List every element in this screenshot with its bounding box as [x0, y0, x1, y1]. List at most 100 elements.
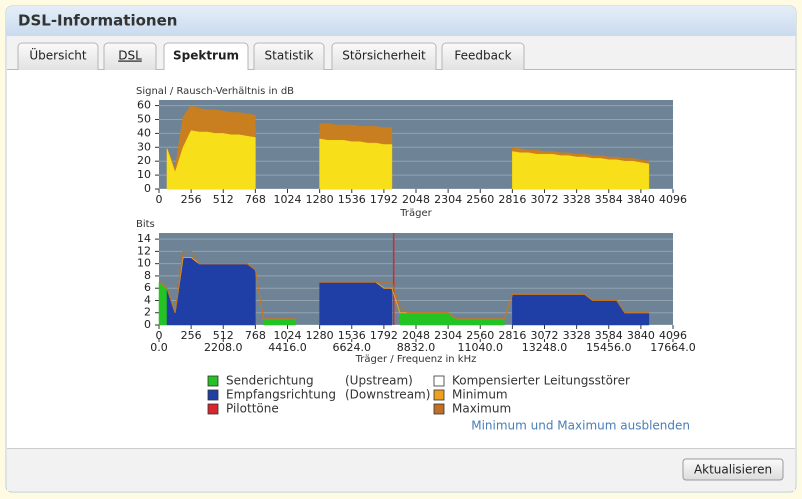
- tab-label[interactable]: Störsicherheit: [342, 49, 426, 63]
- legend-label: Senderichtung: [226, 374, 314, 388]
- x-tick-label: 3328: [563, 193, 591, 206]
- tab[interactable]: [103, 42, 157, 70]
- legend-note: (Upstream): [345, 374, 413, 388]
- x2-tick-label: 8832.0: [397, 341, 436, 354]
- tab[interactable]: [331, 42, 437, 70]
- legend-label: Minimum: [452, 388, 508, 402]
- tab-label[interactable]: Feedback: [454, 49, 511, 63]
- tab[interactable]: [253, 42, 325, 70]
- y-tick-label: 30: [137, 140, 151, 153]
- x-axis-label: Träger / Frequenz in kHz: [355, 354, 477, 365]
- x-tick-label: 0: [156, 329, 163, 342]
- x-tick-label: 2560: [466, 329, 494, 342]
- x-axis-label: Träger: [399, 208, 432, 219]
- tab[interactable]: [163, 42, 249, 70]
- legend-swatch: [207, 375, 219, 387]
- x-tick-label: 1536: [338, 329, 366, 342]
- x-tick-label: 3072: [531, 329, 559, 342]
- x-tick-label: 1024: [274, 329, 302, 342]
- tab-label[interactable]: Statistik: [265, 49, 314, 63]
- y-tick-label: 60: [137, 99, 151, 112]
- x-tick-label: 1792: [370, 193, 398, 206]
- x-tick-label: 256: [181, 329, 202, 342]
- x-tick-label: 512: [213, 193, 234, 206]
- y-tick-label: 0: [144, 182, 151, 195]
- legend-swatch: [433, 403, 445, 415]
- x-tick-label: 2816: [498, 329, 526, 342]
- series-area: [166, 130, 650, 190]
- y-tick-label: 14: [137, 232, 151, 245]
- series-line: [158, 250, 649, 320]
- x-tick-label: 1536: [338, 193, 366, 206]
- x-tick-label: 2304: [434, 329, 462, 342]
- x-tick-label: 4096: [659, 329, 687, 342]
- panel-title: DSL-Informationen: [18, 12, 177, 30]
- x-tick-label: 2816: [498, 193, 526, 206]
- x-tick-label: 768: [245, 193, 266, 206]
- x-tick-label: 768: [245, 329, 266, 342]
- x-tick-label: 2048: [402, 193, 430, 206]
- legend-swatch: [207, 403, 219, 415]
- toggle-link[interactable]: Minimum und Maximum ausblenden: [471, 419, 690, 433]
- x-tick-label: 3328: [563, 329, 591, 342]
- tab-label[interactable]: Spektrum: [173, 49, 239, 63]
- x-tick-label: 3072: [531, 193, 559, 206]
- legend-label: Empfangsrichtung: [226, 388, 336, 402]
- y-tick-label: 50: [137, 112, 151, 125]
- y-tick-label: 40: [137, 126, 151, 139]
- legend-label: Kompensierter Leitungsstörer: [452, 374, 630, 388]
- legend-label: Maximum: [452, 402, 511, 416]
- tabs: Übersicht DSL Spektrum Statistik Störsicherh…: [17, 42, 525, 71]
- y-axis-label: Bits: [136, 219, 155, 230]
- legend-swatch: [433, 389, 445, 401]
- y-tick-label: 20: [137, 154, 151, 167]
- x2-tick-label: 15456.0: [586, 341, 632, 354]
- x-tick-label: 2048: [402, 329, 430, 342]
- x-tick-label: 2560: [466, 193, 494, 206]
- y-axis-label: Signal / Rausch-Verhältnis in dB: [136, 86, 294, 97]
- x2-tick-label: 13248.0: [522, 341, 568, 354]
- y-tick-label: 12: [137, 244, 151, 257]
- y-tick-label: 10: [137, 168, 151, 181]
- x-tick-label: 3584: [595, 329, 623, 342]
- y-tick-label: 4: [144, 293, 151, 306]
- x-tick-label: 1280: [306, 193, 334, 206]
- y-tick-label: 10: [137, 257, 151, 270]
- x-tick-label: 512: [213, 329, 234, 342]
- legend-label: Pilottöne: [226, 402, 279, 416]
- tab-label[interactable]: Übersicht: [29, 47, 87, 63]
- tab-label[interactable]: DSL: [118, 49, 142, 63]
- x2-tick-label: 0.0: [150, 341, 168, 354]
- refresh-button[interactable]: Aktualisieren: [694, 463, 772, 477]
- x-tick-label: 0: [156, 193, 163, 206]
- button-frame[interactable]: [682, 458, 784, 481]
- y-tick-label: 6: [144, 281, 151, 294]
- x-tick-label: 1280: [306, 329, 334, 342]
- x-tick-label: 256: [181, 193, 202, 206]
- active-tab-gap: [164, 68, 248, 71]
- x-tick-label: 4096: [659, 193, 687, 206]
- footer: [7, 448, 795, 491]
- x2-tick-label: 17664.0: [650, 341, 696, 354]
- x2-tick-label: 11040.0: [458, 341, 504, 354]
- x2-tick-label: 4416.0: [268, 341, 307, 354]
- panel-header: [6, 6, 796, 36]
- x-tick-label: 1792: [370, 329, 398, 342]
- legend-swatch: [433, 375, 445, 387]
- x-tick-label: 3584: [595, 193, 623, 206]
- charts: Signal / Rausch-Verhältnis in dBTräger01…: [136, 86, 696, 416]
- y-tick-label: 8: [144, 269, 151, 282]
- legend-note: (Downstream): [345, 388, 430, 402]
- x2-tick-label: 6624.0: [333, 341, 372, 354]
- y-tick-label: 2: [144, 306, 151, 319]
- legend-swatch: [207, 389, 219, 401]
- tab[interactable]: [441, 42, 525, 70]
- x-tick-label: 3840: [627, 193, 655, 206]
- y-tick-label: 0: [144, 318, 151, 331]
- x-tick-label: 3840: [627, 329, 655, 342]
- x2-tick-label: 2208.0: [204, 341, 243, 354]
- tab[interactable]: [17, 42, 99, 70]
- x-tick-label: 1024: [274, 193, 302, 206]
- x-tick-label: 2304: [434, 193, 462, 206]
